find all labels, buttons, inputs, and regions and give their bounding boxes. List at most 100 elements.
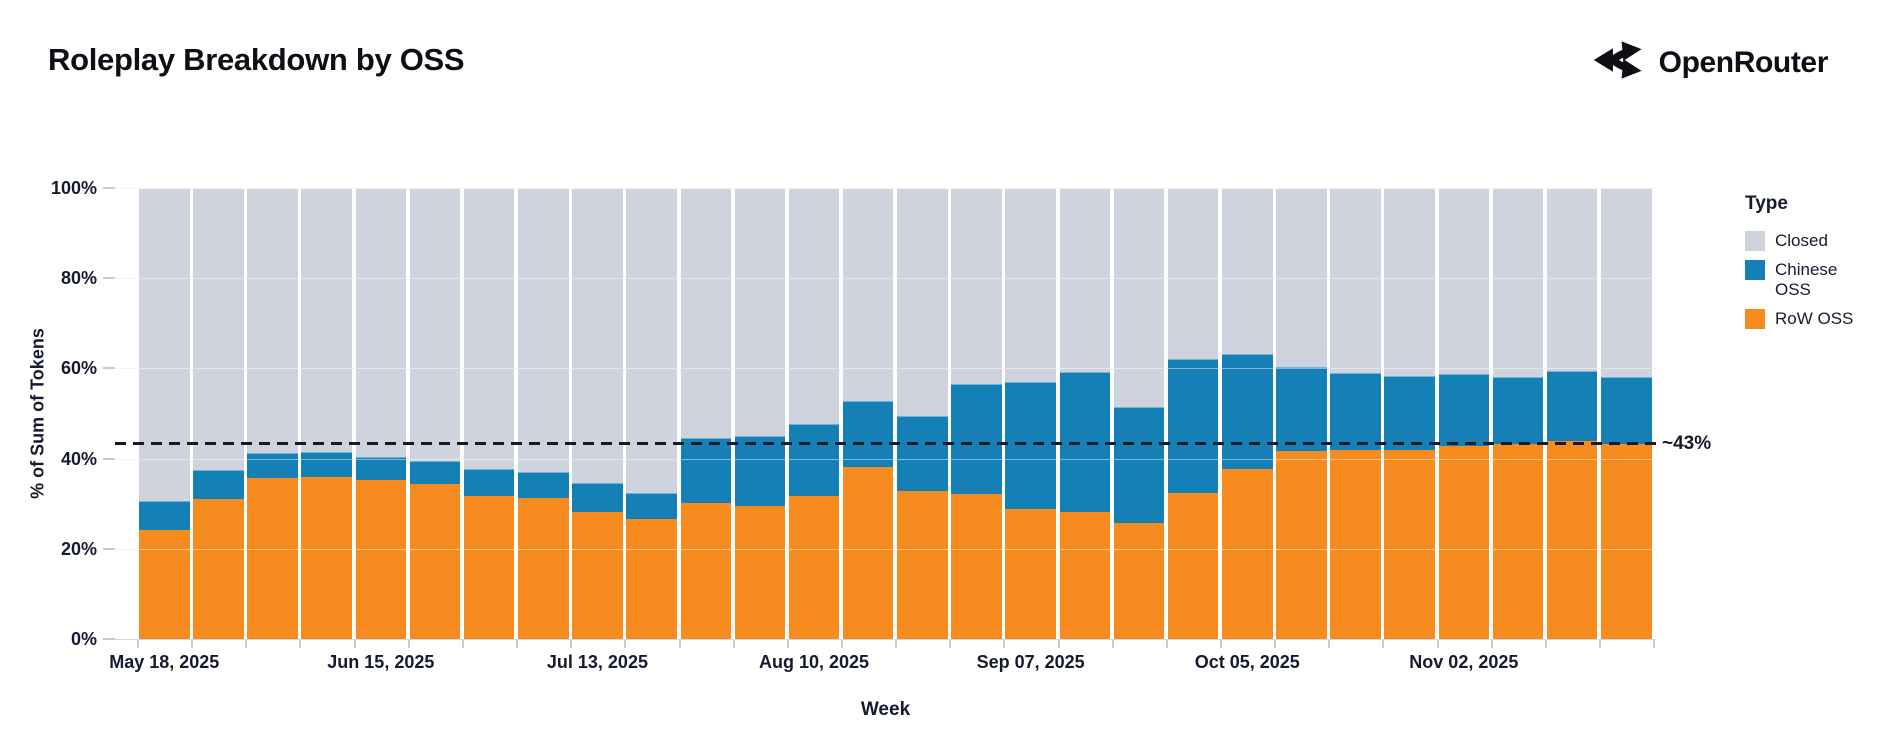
bar-segment-row-oss[interactable] [1005,508,1056,639]
bar-segment-row-oss[interactable] [247,477,298,639]
bar-segment-closed[interactable] [139,188,190,501]
bar-week-jun-22-2025[interactable] [409,188,461,639]
bar-segment-chinese-oss[interactable] [518,472,569,498]
bar-segment-chinese-oss[interactable] [897,415,948,491]
bar-segment-row-oss[interactable] [193,498,244,639]
bar-segment-chinese-oss[interactable] [355,457,407,481]
bar-week-oct-05-2025[interactable] [1222,188,1273,639]
bar-week-jun-15-2025[interactable] [355,188,407,639]
bar-segment-chinese-oss[interactable] [626,492,677,519]
bar-segment-row-oss[interactable] [788,495,840,639]
bar-segment-closed[interactable] [463,188,515,470]
bar-segment-closed[interactable] [951,188,1002,385]
bar-week-jul-13-2025[interactable] [572,188,623,639]
bar-week-aug-03-2025[interactable] [734,188,786,639]
bar-segment-closed[interactable] [572,188,623,483]
bar-segment-closed[interactable] [1492,188,1544,377]
bar-segment-row-oss[interactable] [1492,444,1544,639]
bar-week-nov-16-2025[interactable] [1546,188,1598,639]
bar-segment-closed[interactable] [518,188,569,473]
bar-week-oct-26-2025[interactable] [1384,188,1435,639]
bar-segment-chinese-oss[interactable] [193,470,244,499]
bar-week-may-25-2025[interactable] [193,188,244,639]
bar-segment-chinese-oss[interactable] [1005,381,1056,509]
bar-segment-row-oss[interactable] [572,511,623,639]
bar-week-jul-20-2025[interactable] [626,188,677,639]
legend-item-closed[interactable]: Closed [1745,231,1875,251]
bar-week-jun-01-2025[interactable] [247,188,298,639]
bar-segment-closed[interactable] [1276,188,1327,367]
bar-segment-chinese-oss[interactable] [1438,374,1490,446]
bar-segment-closed[interactable] [301,188,352,453]
bar-segment-row-oss[interactable] [734,506,786,639]
bar-segment-row-oss[interactable] [1113,522,1165,639]
bar-segment-closed[interactable] [1546,188,1598,372]
bar-segment-closed[interactable] [193,188,244,471]
bar-segment-chinese-oss[interactable] [1601,377,1652,445]
bar-segment-closed[interactable] [626,188,677,493]
bar-segment-row-oss[interactable] [1059,511,1111,639]
bar-segment-row-oss[interactable] [842,466,894,639]
bar-week-aug-10-2025[interactable] [788,188,840,639]
bar-week-jul-06-2025[interactable] [518,188,569,639]
bar-segment-chinese-oss[interactable] [951,384,1002,494]
bar-segment-chinese-oss[interactable] [1546,371,1598,441]
bar-segment-chinese-oss[interactable] [1113,406,1165,523]
bar-week-may-18-2025[interactable] [139,188,190,639]
bar-week-nov-09-2025[interactable] [1492,188,1544,639]
bar-segment-row-oss[interactable] [518,497,569,639]
bar-segment-chinese-oss[interactable] [1330,373,1381,450]
bar-segment-row-oss[interactable] [301,477,352,639]
bar-week-jun-29-2025[interactable] [463,188,515,639]
bar-segment-closed[interactable] [1222,188,1273,354]
bar-week-oct-19-2025[interactable] [1330,188,1381,639]
openrouter-logo[interactable]: OpenRouter [1593,34,1828,91]
bar-segment-chinese-oss[interactable] [1222,353,1273,470]
bar-segment-closed[interactable] [1113,188,1165,407]
bar-segment-chinese-oss[interactable] [301,452,352,478]
bar-segment-chinese-oss[interactable] [1276,366,1327,452]
bar-segment-row-oss[interactable] [897,490,948,639]
bar-week-sep-14-2025[interactable] [1059,188,1111,639]
bar-segment-closed[interactable] [788,188,840,424]
bar-segment-row-oss[interactable] [951,493,1002,639]
bar-segment-chinese-oss[interactable] [1167,359,1219,493]
bar-week-jun-08-2025[interactable] [301,188,352,639]
bar-week-sep-28-2025[interactable] [1167,188,1219,639]
bar-segment-row-oss[interactable] [626,518,677,639]
bar-week-nov-02-2025[interactable] [1438,188,1490,639]
bar-segment-row-oss[interactable] [1438,445,1490,639]
bar-segment-closed[interactable] [1384,188,1435,377]
bar-segment-closed[interactable] [897,188,948,416]
bar-segment-chinese-oss[interactable] [788,423,840,496]
bar-segment-chinese-oss[interactable] [247,453,298,478]
bar-segment-row-oss[interactable] [1601,444,1652,639]
bar-segment-row-oss[interactable] [1276,451,1327,639]
bar-segment-row-oss[interactable] [1167,492,1219,639]
bar-segment-chinese-oss[interactable] [842,400,894,467]
bar-segment-row-oss[interactable] [1384,450,1435,639]
bar-segment-closed[interactable] [1167,188,1219,360]
bar-segment-row-oss[interactable] [1330,449,1381,639]
bar-segment-row-oss[interactable] [409,484,461,639]
legend-item-chinese-oss[interactable]: Chinese OSS [1745,260,1875,300]
bar-segment-closed[interactable] [355,188,407,458]
bar-segment-chinese-oss[interactable] [139,500,190,530]
bar-segment-closed[interactable] [734,188,786,437]
bar-segment-closed[interactable] [1601,188,1652,378]
bar-segment-chinese-oss[interactable] [463,469,515,497]
bar-segment-row-oss[interactable] [355,480,407,639]
bar-segment-chinese-oss[interactable] [572,482,623,512]
bar-segment-row-oss[interactable] [1222,469,1273,639]
bar-segment-chinese-oss[interactable] [734,436,786,507]
bar-segment-closed[interactable] [1059,188,1111,373]
bar-segment-chinese-oss[interactable] [409,461,461,485]
bar-segment-closed[interactable] [842,188,894,401]
bar-week-oct-12-2025[interactable] [1276,188,1327,639]
bar-segment-row-oss[interactable] [139,529,190,639]
bar-week-sep-07-2025[interactable] [1005,188,1056,639]
legend-item-row-oss[interactable]: RoW OSS [1745,309,1875,329]
bar-week-nov-23-2025[interactable] [1601,188,1652,639]
bar-segment-row-oss[interactable] [1546,440,1598,639]
bar-week-aug-17-2025[interactable] [842,188,894,639]
